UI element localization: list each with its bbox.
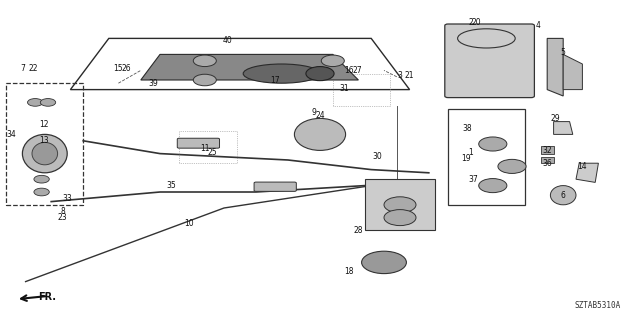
Text: 3: 3 (397, 71, 403, 80)
Text: 21: 21 (405, 71, 414, 80)
Circle shape (362, 251, 406, 274)
Text: 38: 38 (462, 124, 472, 132)
Ellipse shape (22, 134, 67, 173)
Bar (541, 146, 554, 154)
Text: 10: 10 (184, 220, 194, 228)
Text: 25: 25 (207, 148, 218, 156)
Text: SZTAB5310A: SZTAB5310A (575, 301, 621, 310)
Ellipse shape (294, 118, 346, 150)
Text: 7: 7 (20, 64, 25, 73)
Text: 31: 31 (339, 84, 349, 92)
Text: 37: 37 (468, 175, 479, 184)
Text: 23: 23 (58, 213, 68, 222)
Text: 13: 13 (38, 136, 49, 145)
FancyBboxPatch shape (445, 24, 534, 98)
Text: 9: 9 (311, 108, 316, 116)
Text: 30: 30 (372, 152, 383, 161)
Text: 27: 27 (352, 66, 362, 75)
Text: 5: 5 (561, 48, 566, 57)
Circle shape (498, 159, 526, 173)
Circle shape (193, 74, 216, 86)
Text: 1: 1 (468, 148, 473, 156)
Text: 11: 11 (200, 144, 209, 153)
Text: 26: 26 (122, 64, 132, 73)
Bar (448, 109, 525, 205)
FancyBboxPatch shape (254, 182, 296, 191)
Text: 19: 19 (461, 154, 471, 163)
Text: FR.: FR. (38, 292, 56, 302)
Polygon shape (547, 38, 563, 96)
Text: 32: 32 (542, 146, 552, 155)
Text: 40: 40 (222, 36, 232, 44)
Circle shape (321, 55, 344, 67)
Text: 6: 6 (561, 191, 566, 200)
Bar (541, 157, 554, 163)
Circle shape (34, 188, 49, 196)
Text: 16: 16 (344, 66, 354, 75)
Polygon shape (141, 54, 358, 80)
Text: 18: 18 (344, 268, 353, 276)
Text: 2: 2 (468, 18, 473, 27)
Text: 34: 34 (6, 130, 17, 139)
Circle shape (479, 137, 507, 151)
Text: 15: 15 (113, 64, 124, 73)
Text: 8: 8 (60, 207, 65, 216)
Circle shape (40, 99, 56, 106)
Bar (333, 74, 390, 106)
Polygon shape (563, 54, 582, 90)
Bar (179, 131, 237, 163)
Circle shape (306, 67, 334, 81)
Text: 35: 35 (166, 181, 177, 190)
FancyBboxPatch shape (177, 138, 220, 148)
Ellipse shape (550, 186, 576, 205)
Circle shape (193, 55, 216, 67)
Bar (6, 83, 83, 205)
Text: 29: 29 (550, 114, 561, 123)
Circle shape (479, 179, 507, 193)
Circle shape (34, 175, 49, 183)
Text: 4: 4 (535, 21, 540, 30)
Ellipse shape (32, 142, 58, 165)
Ellipse shape (243, 64, 320, 83)
Text: 36: 36 (542, 159, 552, 168)
Circle shape (384, 210, 416, 226)
Text: 24: 24 (315, 111, 325, 120)
Text: 28: 28 (354, 226, 363, 235)
Circle shape (384, 197, 416, 213)
Text: 17: 17 (270, 76, 280, 84)
Text: 12: 12 (39, 120, 48, 129)
Ellipse shape (458, 29, 515, 48)
Polygon shape (554, 122, 573, 134)
Polygon shape (576, 163, 598, 182)
Text: 14: 14 (577, 162, 588, 171)
Text: 22: 22 (29, 64, 38, 73)
Text: 39: 39 (148, 79, 159, 88)
Circle shape (28, 99, 43, 106)
Text: 20: 20 (472, 18, 482, 27)
Bar (365, 179, 435, 230)
Text: 33: 33 (62, 194, 72, 203)
